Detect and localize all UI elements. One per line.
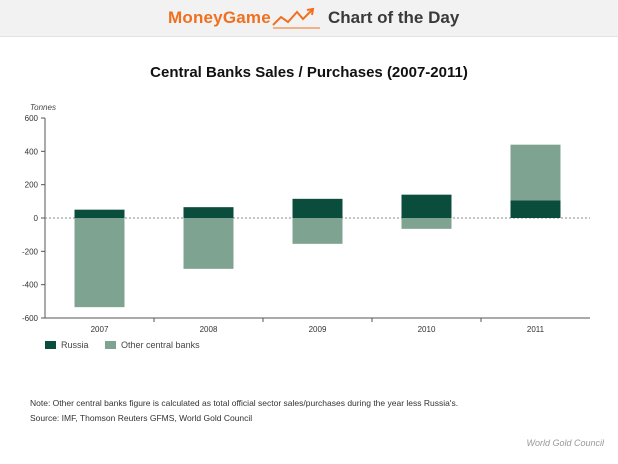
y-axis-label: Tonnes [30,103,56,112]
footnote: Note: Other central banks figure is calc… [30,398,459,408]
y-tick-label: -600 [22,314,39,323]
bar-russia-2009 [292,198,343,218]
rising-chart-icon [272,7,320,29]
chart-of-the-day-label: Chart of the Day [328,8,460,27]
bar-russia-2008 [183,207,234,218]
bar-other-2009 [292,218,343,244]
legend-swatch-russia [45,341,56,349]
x-tick-label: 2011 [527,325,545,334]
x-tick-label: 2010 [418,325,436,334]
bar-russia-2007 [74,209,125,218]
x-tick-label: 2009 [309,325,327,334]
chart-title: Central Banks Sales / Purchases (2007-20… [150,64,468,81]
y-tick-label: 0 [34,214,39,223]
credit-line: World Gold Council [526,438,604,448]
legend: Russia Other central banks [45,340,214,351]
brand-logo-text: MoneyGame [168,8,271,27]
y-tick-label: -200 [22,247,39,256]
bar-other-2007 [74,218,125,308]
legend-label-other: Other central banks [121,340,200,350]
bar-other-2008 [183,218,234,269]
y-tick-label: -400 [22,281,39,290]
bar-other-2010 [401,218,452,229]
bar-russia-2011 [510,200,561,218]
y-tick-label: 400 [25,147,39,156]
y-tick-label: 600 [25,114,39,123]
legend-item-russia: Russia [45,340,89,350]
bar-other-2011 [510,144,561,201]
x-tick-label: 2007 [91,325,109,334]
banner: MoneyGame Chart of the Day [0,0,618,37]
x-tick-label: 2008 [200,325,218,334]
legend-label-russia: Russia [61,340,89,350]
bar-russia-2010 [401,194,452,218]
legend-swatch-other [105,341,117,349]
legend-item-other: Other central banks [105,340,200,350]
source-line: Source: IMF, Thomson Reuters GFMS, World… [30,413,253,423]
y-tick-label: 200 [25,181,39,190]
